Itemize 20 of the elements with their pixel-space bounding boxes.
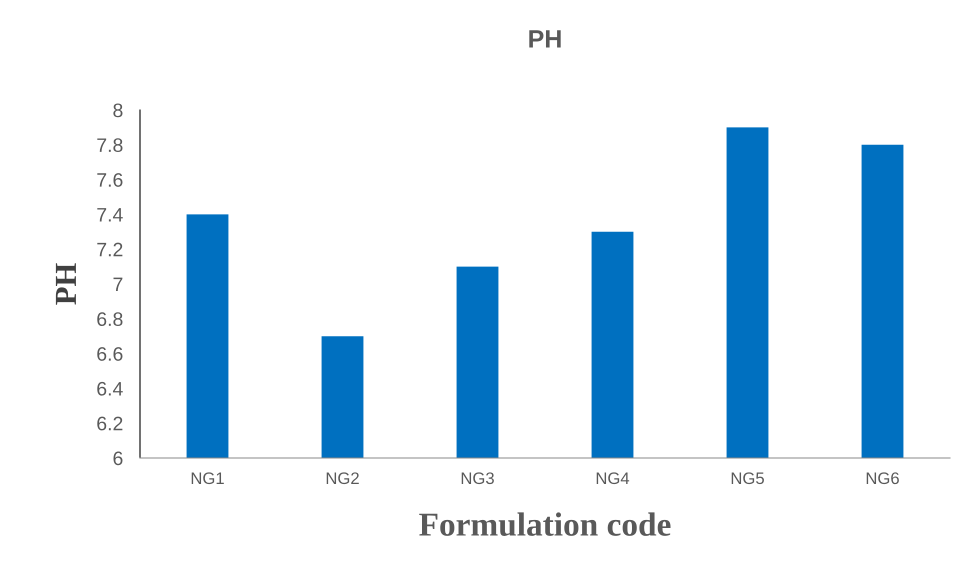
x-axis-title: Formulation code xyxy=(419,512,671,536)
y-tick-label: 6 xyxy=(114,451,122,466)
y-tick-label: 7 xyxy=(114,278,122,292)
y-axis-title: PH xyxy=(56,263,76,305)
x-tick-label: NG4 xyxy=(596,472,630,484)
y-tick-label: 6.2 xyxy=(97,416,122,430)
x-tick-label: NG6 xyxy=(866,472,899,484)
y-tick-label: 6.4 xyxy=(97,382,123,396)
chart-title: PH xyxy=(529,30,561,48)
y-tick-label: 7.4 xyxy=(97,208,123,222)
y-tick-label: 6.6 xyxy=(97,347,122,361)
x-tick-label: NG2 xyxy=(326,472,359,484)
x-tick-label: NG3 xyxy=(462,472,494,484)
x-tick-label: NG1 xyxy=(192,472,224,484)
y-tick-label: 7.2 xyxy=(97,242,122,256)
x-tick-label: NG5 xyxy=(732,472,764,484)
y-tick-label: 8 xyxy=(113,103,122,118)
y-tick-label: 7.6 xyxy=(97,173,122,187)
y-tick-label: 7.8 xyxy=(97,138,122,152)
y-tick-label: 6.8 xyxy=(97,312,122,326)
